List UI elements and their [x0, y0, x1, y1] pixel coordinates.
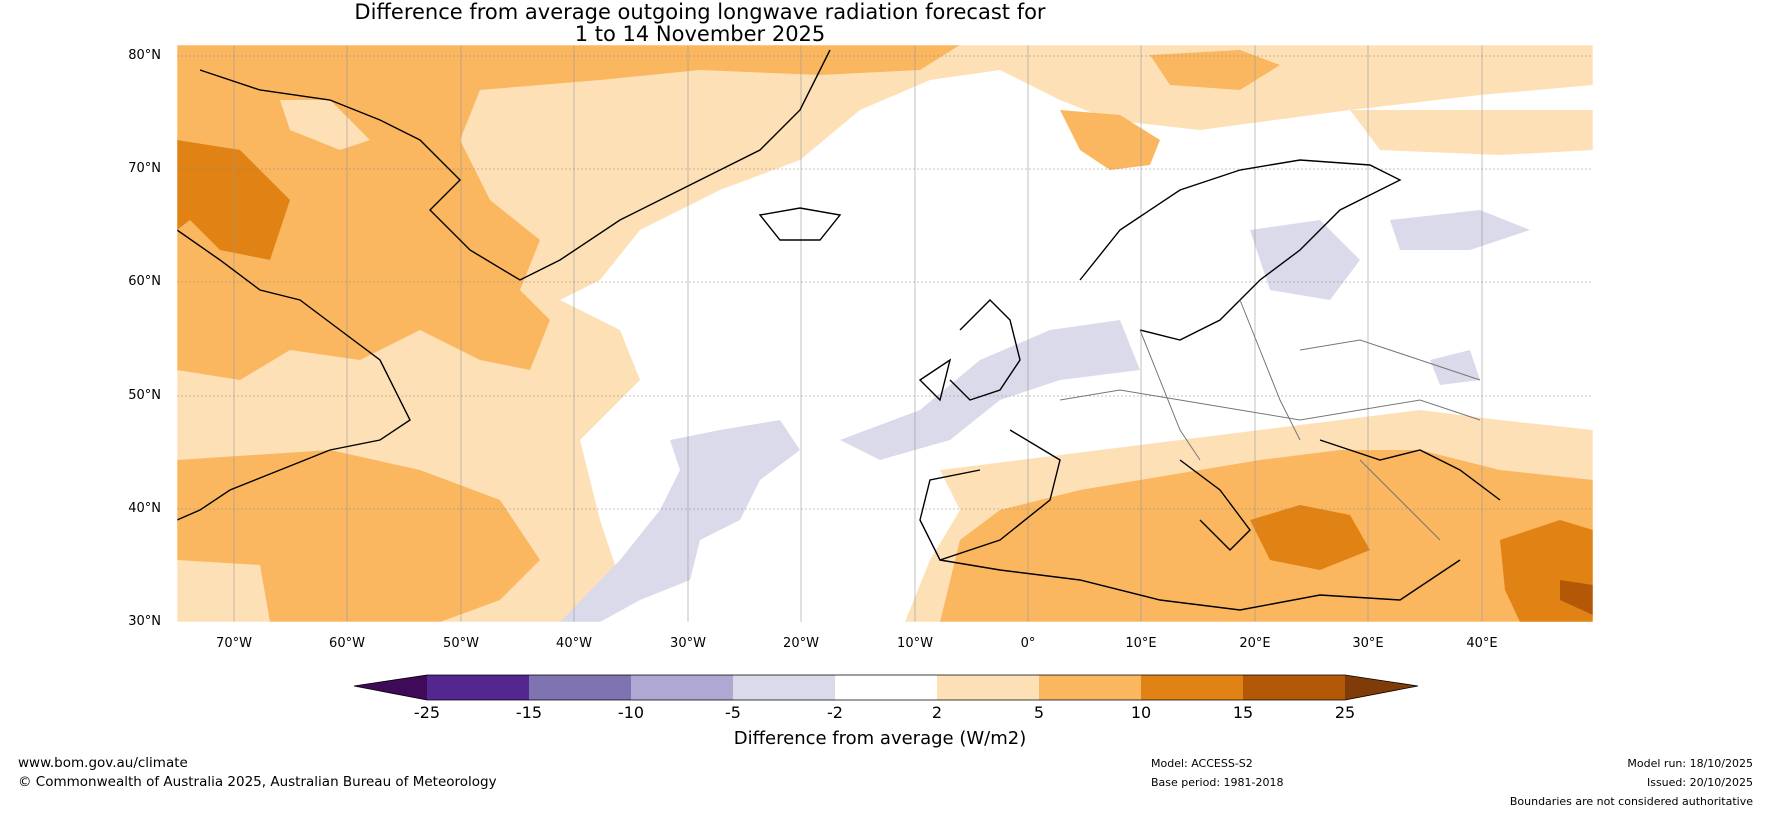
- colorbar-bin-5: [835, 675, 937, 700]
- zone-dark-orange-greece: [1250, 505, 1370, 570]
- colorbar-tick: 15: [1232, 703, 1254, 722]
- zone-purple-finland: [1250, 220, 1360, 300]
- colorbar-tick: -25: [413, 703, 441, 722]
- coast-iceland: [758, 207, 842, 241]
- footer-copyright: © Commonwealth of Australia 2025, Austra…: [18, 774, 497, 790]
- footer-base-period: Base period: 1981-2018: [1151, 776, 1284, 789]
- footer-site-link[interactable]: www.bom.gov.au/climate: [18, 755, 188, 771]
- zone-light-orange-west: [177, 45, 1593, 622]
- lat-label: 30°N: [128, 614, 161, 629]
- lon-label: 30°E: [1352, 636, 1384, 651]
- lon-label: 50°W: [443, 636, 479, 651]
- colorbar-tick: -15: [515, 703, 543, 722]
- footer-model: Model: ACCESS-S2: [1151, 757, 1253, 770]
- coast-scandinavia: [1079, 159, 1402, 341]
- colorbar-label-text: Difference from average (W/m2): [733, 728, 1027, 749]
- lon-label: 40°W: [556, 636, 592, 651]
- zone-purple-atlantic: [560, 420, 800, 622]
- colorbar-extend-low: [354, 675, 427, 700]
- coast-north-america: [177, 229, 411, 521]
- colorbar-bin-6: [937, 675, 1039, 700]
- lat-label: 70°N: [128, 161, 161, 176]
- coast-north-africa: [939, 559, 1461, 611]
- colorbar-tick: 25: [1334, 703, 1356, 722]
- colorbar-bin-9: [1243, 675, 1345, 700]
- zone-light-orange-ne: [1350, 110, 1593, 155]
- colorbar-bin-1: [427, 675, 529, 700]
- footer-model-run: Model run: 18/10/2025: [1627, 757, 1753, 770]
- colorbar-label: Difference from average (W/m2): [0, 728, 1770, 749]
- lon-label: 10°W: [897, 636, 933, 651]
- zone-orange-norwegian-sea: [1060, 110, 1160, 170]
- lat-label: 40°N: [128, 501, 161, 516]
- colorbar-tick: -2: [827, 703, 843, 722]
- coastlines: [177, 49, 1501, 611]
- zone-purple-russia: [1390, 210, 1530, 250]
- footer-boundaries-note: Boundaries are not considered authoritat…: [1509, 795, 1753, 808]
- coast-britain: [949, 299, 1021, 401]
- coast-iberia: [919, 429, 1061, 561]
- lon-label: 40°E: [1466, 636, 1498, 651]
- zone-orange-sw: [177, 450, 540, 622]
- colorbar-tick: 10: [1130, 703, 1152, 722]
- zone-orange-svalbard: [1150, 50, 1280, 90]
- footer-issued: Issued: 20/10/2025: [1646, 776, 1753, 789]
- country-borders: [1059, 299, 1481, 541]
- zone-light-patch-2: [177, 560, 270, 622]
- lon-label: 30°W: [670, 636, 706, 651]
- map-frame: [176, 44, 1594, 623]
- colorbar-tick: -10: [617, 703, 645, 722]
- coast-italy: [1179, 459, 1251, 551]
- coast-ireland: [918, 358, 952, 402]
- colorbar-extend-high: [1345, 675, 1418, 700]
- lat-gridlines: [177, 55, 1593, 510]
- chart-title-line1: Difference from average outgoing longwav…: [354, 0, 1046, 24]
- map-field: [177, 45, 1593, 622]
- colorbar-bin-4: [733, 675, 835, 700]
- lat-label: 50°N: [128, 388, 161, 403]
- lat-label: 60°N: [128, 274, 161, 289]
- zone-darkest-orange: [1560, 580, 1593, 615]
- lon-label: 70°W: [216, 636, 252, 651]
- colorbar-bin-7: [1039, 675, 1141, 700]
- lon-label: 10°E: [1125, 636, 1157, 651]
- lon-label: 0°: [1020, 636, 1036, 651]
- colorbar-tick: 5: [1033, 703, 1045, 722]
- chart-title-line2: 1 to 14 November 2025: [574, 22, 826, 46]
- lon-label: 20°E: [1239, 636, 1271, 651]
- colorbar-bin-2: [529, 675, 631, 700]
- lon-label: 60°W: [329, 636, 365, 651]
- colorbar-tick: -5: [725, 703, 741, 722]
- colorbar-tick: 2: [931, 703, 943, 722]
- coast-greenland: [199, 49, 831, 281]
- zone-orange-greenland: [177, 45, 960, 380]
- coast-black-sea: [1319, 439, 1501, 501]
- lat-label: 80°N: [128, 48, 161, 63]
- colorbar-bin-8: [1141, 675, 1243, 700]
- zone-dark-orange-labrador: [177, 140, 290, 260]
- colorbar: [353, 674, 1419, 701]
- lon-label: 20°W: [783, 636, 819, 651]
- colorbar-bin-3: [631, 675, 733, 700]
- zone-light-patch-1: [280, 100, 370, 150]
